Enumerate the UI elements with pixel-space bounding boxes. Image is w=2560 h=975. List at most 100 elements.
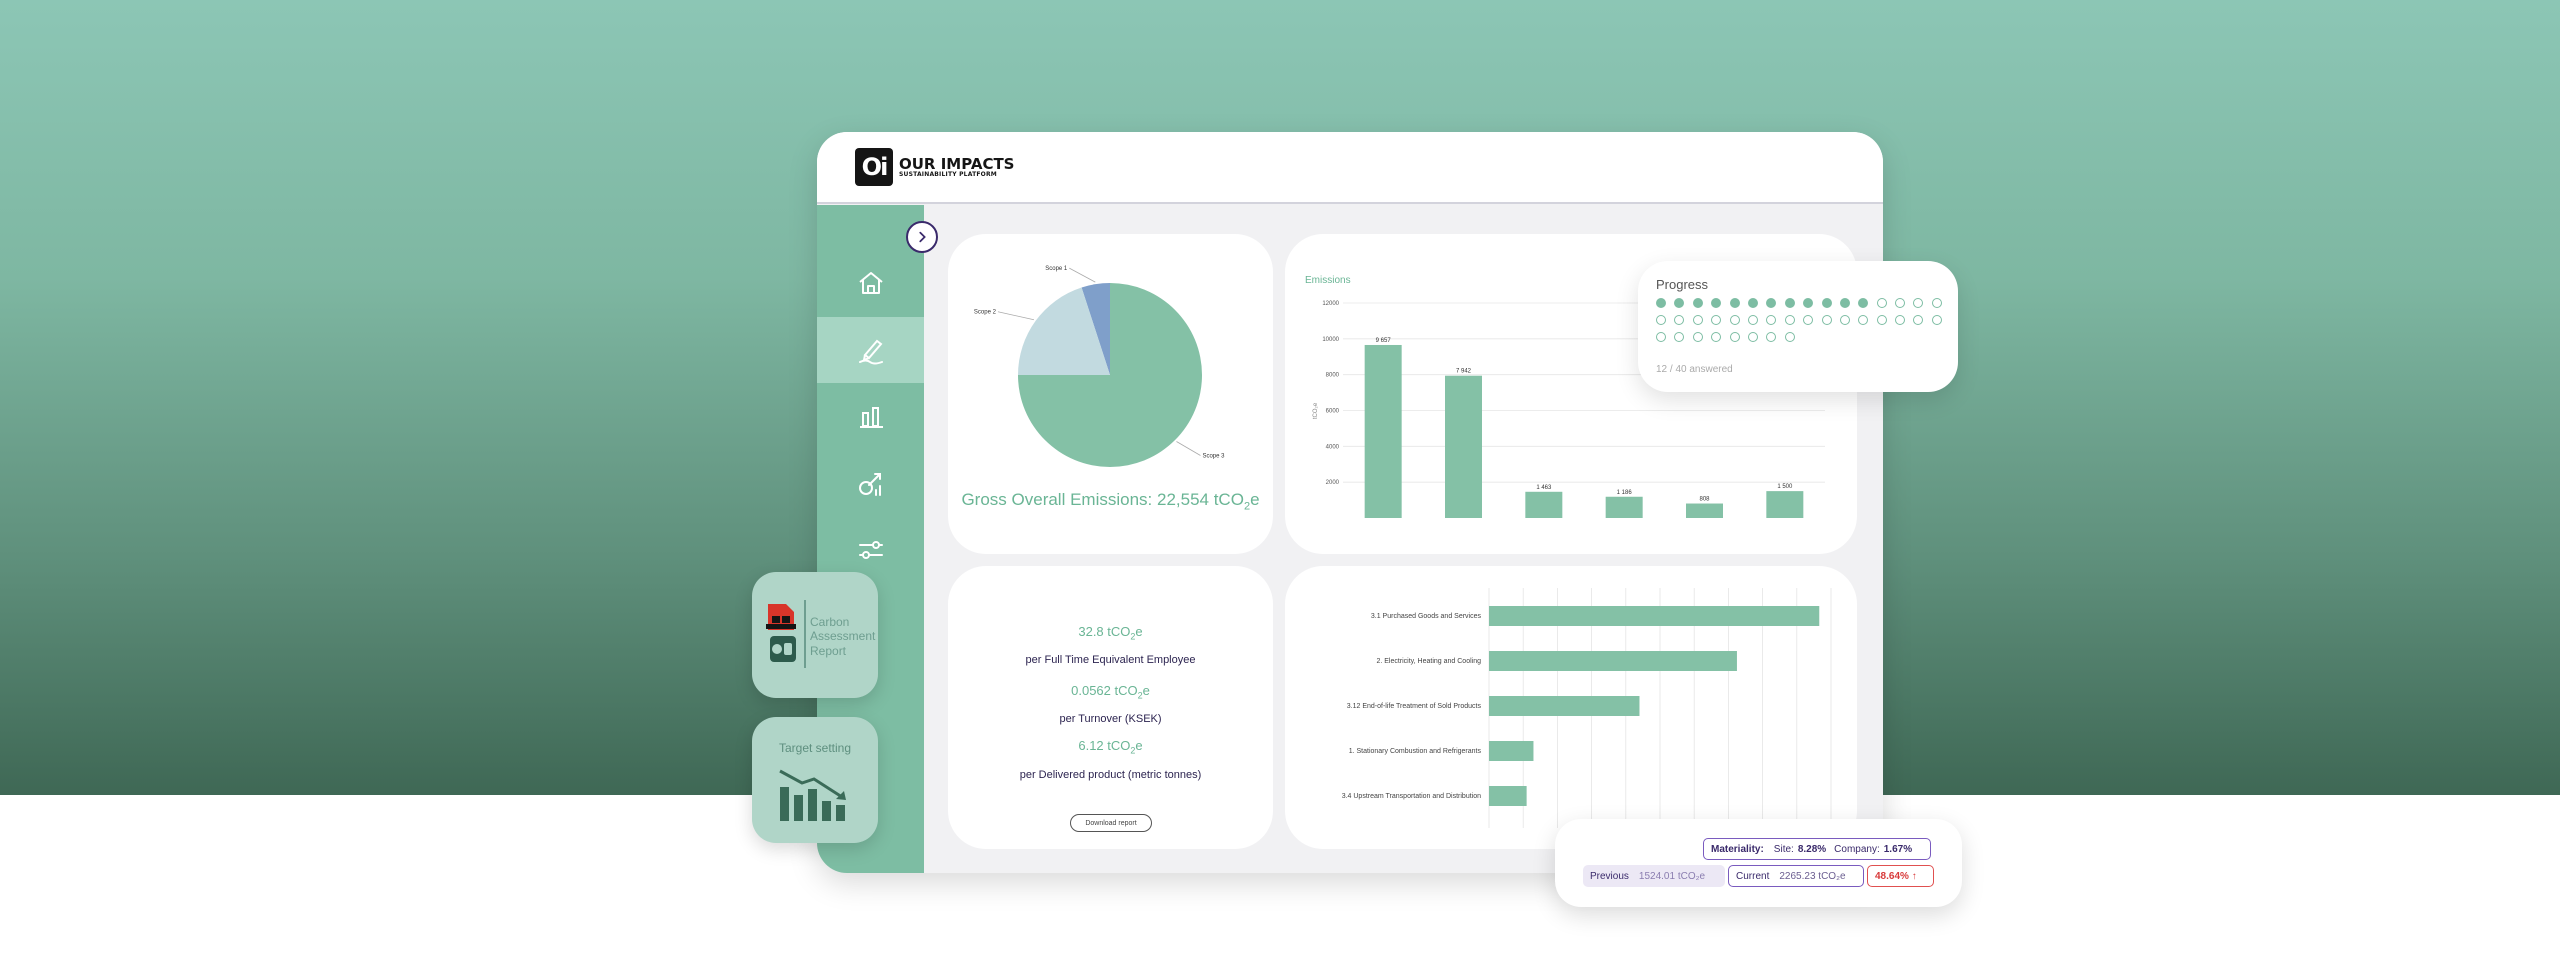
target-setting-tile[interactable]: Target setting <box>752 717 878 843</box>
sidebar-item-survey[interactable] <box>817 317 924 383</box>
progress-dot <box>1858 315 1869 325</box>
progress-dot <box>1766 298 1777 308</box>
download-report-button[interactable]: Download report <box>1070 814 1152 832</box>
progress-dot <box>1858 298 1869 308</box>
bar-data-label: 9 657 <box>1376 338 1392 344</box>
progress-dot <box>1656 298 1666 308</box>
pie-slice[interactable] <box>1081 283 1110 375</box>
bar-data-label: 1 186 <box>1617 490 1633 496</box>
gross-emissions-title: Gross Overall Emissions: 22,554 tCO2e <box>961 490 1260 513</box>
y-tick-label: 4000 <box>1326 444 1340 450</box>
progress-dot <box>1913 315 1924 325</box>
category-label: 3.4 Upstream Transportation and Distribu… <box>1342 793 1481 800</box>
gross-emissions-panel: Scope 1 Scope 2 Scope 3 Gross Overall Emis… <box>948 234 1273 554</box>
progress-dot <box>1876 315 1887 325</box>
progress-dot <box>1784 332 1795 342</box>
intensity-value: 32.8 tCO2e <box>1078 624 1143 642</box>
bar[interactable] <box>1766 491 1804 518</box>
intensity-panel: 32.8 tCO2e per Full Time Equivalent Empl… <box>948 566 1273 849</box>
intensity-item: 32.8 tCO2e per Full Time Equivalent Empl… <box>948 624 1273 666</box>
progress-dot <box>1766 332 1777 342</box>
current-pill: Current 2265.23 tCO₂e <box>1728 865 1864 887</box>
pie-leader-line <box>1069 267 1096 283</box>
intensity-value: 6.12 tCO2e <box>1078 738 1143 756</box>
y-axis-label: tCO₂e <box>1313 402 1319 419</box>
progress-dot <box>1876 298 1887 308</box>
category-label: 3.1 Purchased Goods and Services <box>1371 613 1482 620</box>
progress-dot <box>1839 298 1850 308</box>
progress-dot <box>1674 315 1685 325</box>
change-badge: 48.64% ↑ <box>1867 865 1934 887</box>
progress-dot <box>1729 298 1740 308</box>
progress-title: Progress <box>1656 277 1709 292</box>
y-tick-label: 12000 <box>1322 301 1339 307</box>
progress-dot <box>1747 315 1758 325</box>
app-header: Oi OUR IMPACTS SUSTAINABILITY PLATFORM <box>817 132 1883 204</box>
pie-slice-label: Scope 1 <box>1045 266 1068 272</box>
bar[interactable] <box>1364 344 1402 518</box>
progress-dot <box>1747 298 1758 308</box>
target-setting-label: Target setting <box>778 741 852 755</box>
progress-dot <box>1895 298 1906 308</box>
bar-chart-icon <box>859 407 883 428</box>
bar[interactable] <box>1489 651 1737 671</box>
progress-count: 12 / 40 answered <box>1656 364 1733 375</box>
bar-data-label: 1 500 <box>1777 484 1793 490</box>
category-bar-panel: 3.1 Purchased Goods and Services 2. Elect… <box>1285 566 1857 849</box>
brand-logo[interactable]: Oi OUR IMPACTS SUSTAINABILITY PLATFORM <box>855 148 1014 186</box>
chevron-right-icon <box>919 231 926 243</box>
progress-dot <box>1931 315 1942 325</box>
bar[interactable] <box>1605 496 1643 518</box>
progress-dot <box>1711 298 1722 308</box>
progress-dot <box>1674 332 1685 342</box>
sidebar-item-targets[interactable] <box>817 451 924 517</box>
tile-divider <box>804 600 806 668</box>
progress-dot <box>1784 315 1795 325</box>
bar[interactable] <box>1489 696 1640 716</box>
category-label: 3.12 End-of-life Treatment of Sold Produ… <box>1347 703 1482 710</box>
progress-dot <box>1839 315 1850 325</box>
pie-slice-label: Scope 3 <box>1202 453 1225 459</box>
carbon-assessment-report-tile[interactable]: Carbon Assessment Report <box>752 572 878 698</box>
bar-chart-title: Emissions <box>1305 275 1351 286</box>
pie-slice[interactable] <box>1018 283 1202 467</box>
progress-dot <box>1692 332 1703 342</box>
sidebar-item-home[interactable] <box>817 250 924 316</box>
bar-data-label: 1 463 <box>1536 485 1552 491</box>
sidebar-item-settings[interactable] <box>817 517 924 583</box>
bar[interactable] <box>1489 606 1820 626</box>
pie-slice-label: Scope 2 <box>974 310 997 316</box>
brand-subtitle: SUSTAINABILITY PLATFORM <box>899 170 997 178</box>
bar[interactable] <box>1525 491 1563 518</box>
sidebar-toggle-button[interactable] <box>906 221 938 253</box>
intensity-label: per Turnover (KSEK) <box>1059 712 1162 725</box>
bar[interactable] <box>1445 375 1482 518</box>
pie-leader-line <box>1176 441 1201 456</box>
y-tick-label: 10000 <box>1322 337 1339 343</box>
category-label: 1. Stationary Combustion and Refrigerant… <box>1349 748 1482 755</box>
intensity-label: per Delivered product (metric tonnes) <box>1019 768 1202 781</box>
intensity-value: 0.0562 tCO2e <box>1071 683 1150 701</box>
survey-pen-icon <box>858 339 883 365</box>
scope-pie-chart: Scope 1 Scope 2 Scope 3 <box>974 266 1225 467</box>
progress-dot <box>1821 298 1832 308</box>
target-chart-icon <box>858 473 881 496</box>
bar[interactable] <box>1686 503 1723 518</box>
sidebar-item-reports[interactable] <box>817 383 924 449</box>
progress-dot <box>1729 315 1740 325</box>
progress-dot <box>1913 298 1924 308</box>
materiality-card: Materiality: Site: 8.28% Company: 1.67% Pr… <box>1555 819 1962 907</box>
pie-slice[interactable] <box>1018 287 1110 375</box>
bar[interactable] <box>1489 786 1527 806</box>
progress-dot <box>1895 315 1906 325</box>
carbon-report-icon <box>766 604 796 662</box>
progress-dot <box>1656 332 1666 342</box>
home-icon <box>858 272 883 294</box>
intensity-item: 0.0562 tCO2e per Turnover (KSEK) <box>948 683 1273 725</box>
bar[interactable] <box>1489 741 1534 761</box>
progress-card: Progress 12 / 40 answered <box>1638 261 1958 392</box>
materiality-pill: Materiality: Site: 8.28% Company: 1.67% <box>1703 838 1931 860</box>
progress-dot <box>1692 298 1703 308</box>
progress-dot <box>1711 332 1722 342</box>
pie-leader-line <box>997 311 1035 321</box>
